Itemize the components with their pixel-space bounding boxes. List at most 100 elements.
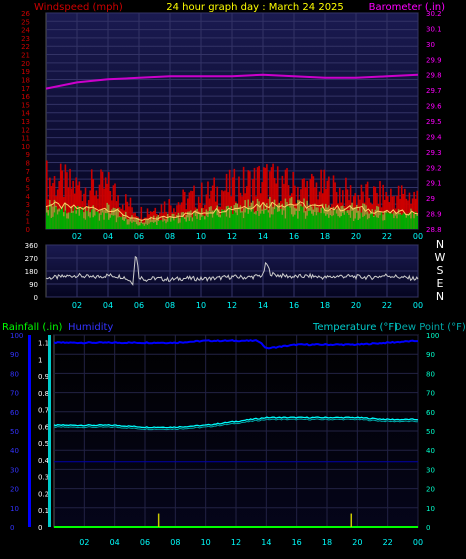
compass-label-s: S <box>437 264 444 277</box>
avg-wind-bar <box>50 204 53 229</box>
low-wind-bar <box>207 216 209 229</box>
low-wind-bar <box>371 212 374 229</box>
avg-wind-bar <box>354 207 357 229</box>
low-wind-bar <box>193 213 195 229</box>
baro-tick-label: 30.1 <box>426 25 442 33</box>
low-wind-bar <box>118 217 121 229</box>
hour-tick-label: 08 <box>165 232 175 241</box>
direction-tick-label: 180 <box>25 268 38 276</box>
low-wind-bar <box>278 211 281 229</box>
humidity-tick-label: 80 <box>10 370 19 378</box>
low-wind-bar <box>256 211 259 229</box>
low-wind-bar <box>233 210 236 229</box>
gust-bar <box>179 204 181 229</box>
low-wind-bar <box>261 210 264 229</box>
low-wind-bar <box>94 215 96 229</box>
low-wind-bar <box>169 221 172 229</box>
avg-wind-bar <box>258 201 260 229</box>
low-wind-bar <box>328 217 330 229</box>
low-wind-bar <box>162 221 164 229</box>
low-wind-bar <box>225 216 228 229</box>
low-wind-bar <box>151 221 153 229</box>
low-wind-bar <box>221 209 223 229</box>
rain-tick-label: 1.1 <box>38 340 49 348</box>
rain-humidity-temp-chart: 010203040506070809010000.10.20.30.40.50.… <box>10 332 439 547</box>
low-wind-bar <box>107 219 110 229</box>
gust-bar <box>72 180 74 229</box>
wind-tick-label: 2 <box>26 209 30 217</box>
avg-wind-bar <box>156 216 158 229</box>
humidity-tick-label: 20 <box>10 486 19 494</box>
low-wind-bar <box>281 214 284 229</box>
gust-bar <box>374 186 377 229</box>
low-wind-bar <box>92 217 95 229</box>
gust-bar <box>345 177 347 229</box>
temp-tick-label: 50 <box>426 428 435 436</box>
low-wind-bar <box>293 214 296 229</box>
low-wind-bar <box>80 209 82 229</box>
avg-wind-bar <box>103 210 105 229</box>
low-wind-bar <box>69 212 71 229</box>
low-wind-bar <box>200 216 203 229</box>
temp-tick-label: 30 <box>426 466 435 474</box>
gust-bar <box>228 169 231 229</box>
wind-tick-label: 19 <box>21 68 30 76</box>
gust-bar <box>379 181 381 229</box>
low-wind-bar <box>413 218 415 229</box>
low-wind-bar <box>49 206 51 229</box>
low-wind-bar <box>411 212 414 229</box>
low-wind-bar <box>159 220 161 229</box>
gust-bar <box>90 169 93 229</box>
baro-tick-label: 29.9 <box>426 56 442 64</box>
humidity-tick-label: 30 <box>10 466 19 474</box>
avg-wind-bar <box>188 211 191 229</box>
low-wind-bar <box>388 213 391 229</box>
temp-tick-label: 20 <box>426 486 435 494</box>
gust-bar <box>238 176 240 229</box>
gust-bar <box>200 182 203 229</box>
direction-tick-label: 90 <box>29 281 38 289</box>
hour-tick-label: 18 <box>320 232 330 241</box>
low-wind-bar <box>266 209 268 229</box>
low-wind-bar <box>53 212 56 229</box>
gust-bar <box>382 184 384 229</box>
low-wind-bar <box>179 222 181 229</box>
direction-tick-label: 270 <box>25 255 38 263</box>
low-wind-bar <box>393 218 395 229</box>
low-wind-bar <box>78 215 81 229</box>
rain-tick-label: 0.5 <box>38 440 49 448</box>
low-wind-bar <box>335 213 338 229</box>
low-wind-bar <box>355 212 358 229</box>
low-wind-bar <box>309 210 312 229</box>
low-wind-bar <box>329 215 332 229</box>
low-wind-bar <box>154 221 157 229</box>
low-wind-bar <box>284 218 287 229</box>
low-wind-bar <box>89 217 91 229</box>
low-wind-bar <box>297 218 299 229</box>
hour-tick-label: 18 <box>320 301 330 310</box>
gust-bar <box>309 179 312 229</box>
low-wind-bar <box>50 217 53 229</box>
avg-wind-bar <box>128 219 130 229</box>
low-wind-bar <box>64 210 67 229</box>
gust-bar <box>69 168 71 229</box>
wind-tick-label: 20 <box>21 60 30 68</box>
low-wind-bar <box>81 207 84 229</box>
hour-tick-label: 04 <box>110 538 120 547</box>
gust-bar <box>276 166 279 229</box>
low-wind-bar <box>109 217 112 229</box>
low-wind-bar <box>97 212 99 229</box>
low-wind-bar <box>219 217 222 229</box>
gust-bar <box>311 173 313 229</box>
low-wind-bar <box>383 220 386 229</box>
low-wind-bar <box>171 217 174 229</box>
low-wind-bar <box>245 207 248 229</box>
low-wind-bar <box>244 212 246 229</box>
low-wind-bar <box>157 221 160 229</box>
low-wind-bar <box>132 221 135 229</box>
low-wind-bar <box>222 209 225 229</box>
low-wind-bar <box>267 212 270 229</box>
hour-tick-label: 14 <box>258 301 268 310</box>
low-wind-bar <box>202 215 205 229</box>
low-wind-bar <box>290 214 293 229</box>
